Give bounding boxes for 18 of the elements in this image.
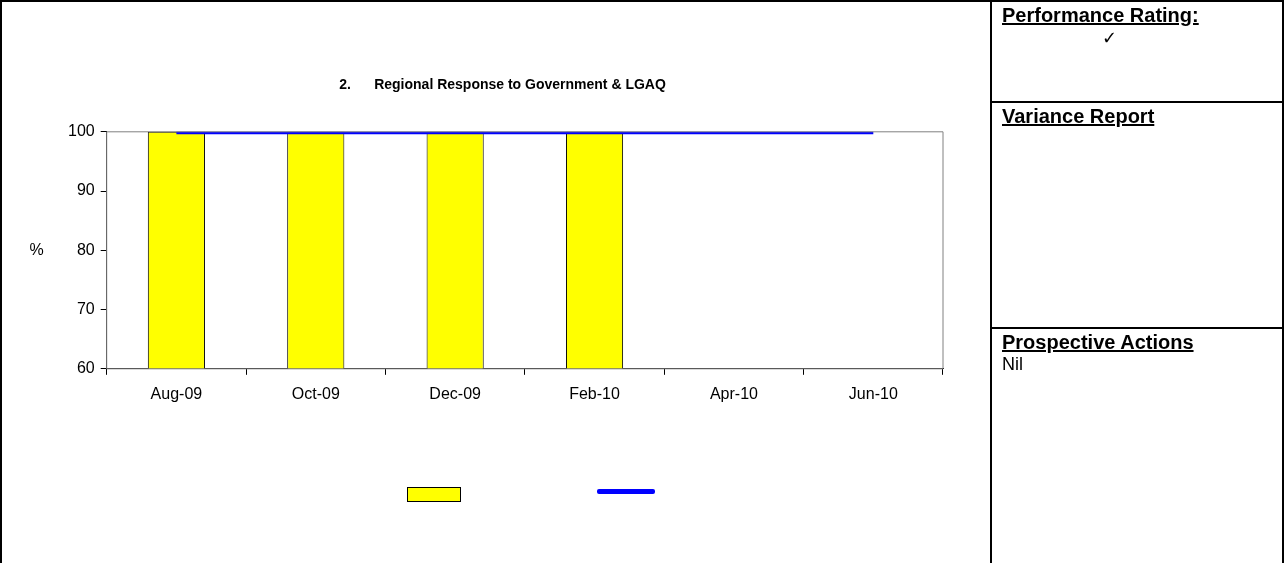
y-tick-label: 70 bbox=[76, 299, 95, 317]
y-tick-label: 90 bbox=[76, 181, 95, 199]
x-tick-label: Dec-09 bbox=[429, 384, 482, 402]
y-tick-label: 80 bbox=[76, 240, 95, 258]
y-tick-label: 100 bbox=[67, 122, 95, 140]
chart-title: 2. Regional Response to Government & LGAQ bbox=[339, 76, 666, 93]
text: Nil bbox=[1002, 354, 1024, 375]
text: Prospective Actions bbox=[1002, 331, 1195, 354]
x-tick-label: Apr-10 bbox=[709, 384, 759, 402]
text: ✓ bbox=[1101, 27, 1118, 49]
x-tick-label: Oct-09 bbox=[291, 384, 340, 402]
x-tick-label: Aug-09 bbox=[150, 384, 203, 402]
y-tick-label: 60 bbox=[76, 359, 95, 377]
x-tick-label: Feb-10 bbox=[569, 384, 620, 402]
x-tick-label: Jun-10 bbox=[848, 384, 898, 402]
text: Performance Rating: bbox=[1002, 4, 1200, 27]
text: Variance Report bbox=[1002, 105, 1156, 128]
y-axis-title: % bbox=[29, 240, 44, 258]
